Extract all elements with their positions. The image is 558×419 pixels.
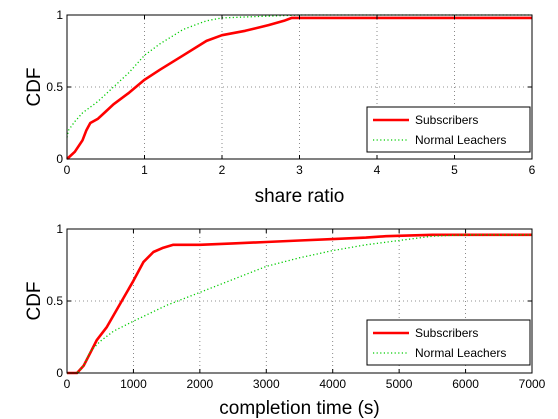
x-tick-label: 4000: [319, 377, 346, 391]
legend-label-normal-leachers: Normal Leachers: [415, 133, 506, 147]
x-tick-label: 0: [64, 163, 71, 177]
legend-label-subscribers: Subscribers: [415, 113, 478, 127]
legend-box: [366, 106, 531, 153]
series-line-subscribers: [66, 16, 532, 160]
y-tick-label: 0: [56, 152, 63, 166]
x-tick-label: 3: [296, 163, 303, 177]
legend-label-subscribers: Subscribers: [415, 326, 478, 340]
x-tick-label: 1: [141, 163, 148, 177]
x-axis-label: completion time (s): [219, 398, 380, 419]
x-tick-label: 4: [374, 163, 381, 177]
x-tick-label: 3000: [253, 377, 280, 391]
y-tick-label: 0: [56, 366, 63, 380]
series-line-subscribers: [67, 233, 532, 375]
chart-1: 0 1 2 3 4 5 6 0 0.5 1 share ratio CDF Subscribers Nor…: [24, 8, 536, 207]
y-tick-label: 0.5: [46, 80, 63, 94]
chart-2: 0 1000 2000 3000 4000 5000 6000 7000 0 0.5 1 comple…: [24, 222, 546, 419]
x-tick-label: 6000: [452, 377, 479, 391]
legend-box: [366, 319, 531, 366]
y-tick-label: 1: [56, 222, 63, 236]
legend: Subscribers Normal Leachers: [366, 106, 531, 153]
x-tick-label: 1000: [120, 377, 147, 391]
x-tick-label: 2: [219, 163, 226, 177]
x-tick-label: 7000: [519, 377, 546, 391]
y-axis-label: CDF: [24, 281, 45, 320]
y-tick-label: 0.5: [46, 294, 63, 308]
x-tick-label: 2000: [187, 377, 214, 391]
x-tick-label: 5: [451, 163, 458, 177]
y-tick-label: 1: [56, 8, 63, 22]
x-tick-label: 0: [64, 377, 71, 391]
x-axis-label: share ratio: [255, 186, 345, 207]
legend-label-normal-leachers: Normal Leachers: [415, 346, 506, 360]
series-line-normal-leachers: [67, 234, 532, 374]
x-tick-label: 6: [529, 163, 536, 177]
y-axis-label: CDF: [24, 67, 45, 106]
legend: Subscribers Normal Leachers: [366, 319, 531, 366]
x-tick-label: 5000: [386, 377, 413, 391]
